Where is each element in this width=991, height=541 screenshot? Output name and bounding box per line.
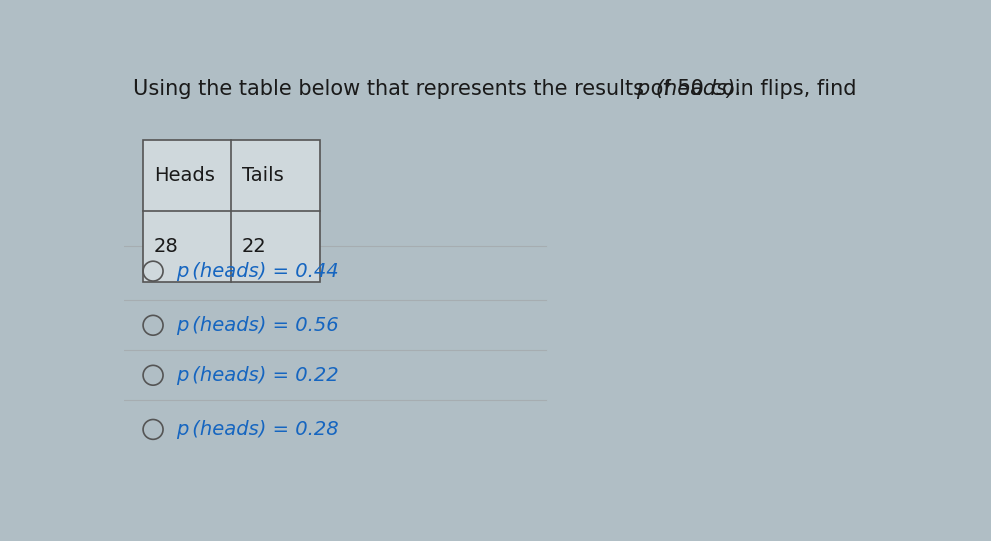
- Text: p (heads).: p (heads).: [636, 80, 742, 100]
- Text: p (heads) = 0.28: p (heads) = 0.28: [176, 420, 339, 439]
- Text: 22: 22: [242, 236, 267, 256]
- Text: Using the table below that represents the results of 50 coin flips, find: Using the table below that represents th…: [133, 80, 863, 100]
- Text: 28: 28: [154, 236, 178, 256]
- Text: p (heads) = 0.56: p (heads) = 0.56: [176, 316, 339, 335]
- FancyBboxPatch shape: [143, 140, 320, 281]
- Text: Tails: Tails: [242, 166, 283, 185]
- Text: p (heads) = 0.22: p (heads) = 0.22: [176, 366, 339, 385]
- Text: Heads: Heads: [154, 166, 214, 185]
- Text: p (heads) = 0.44: p (heads) = 0.44: [176, 262, 339, 281]
